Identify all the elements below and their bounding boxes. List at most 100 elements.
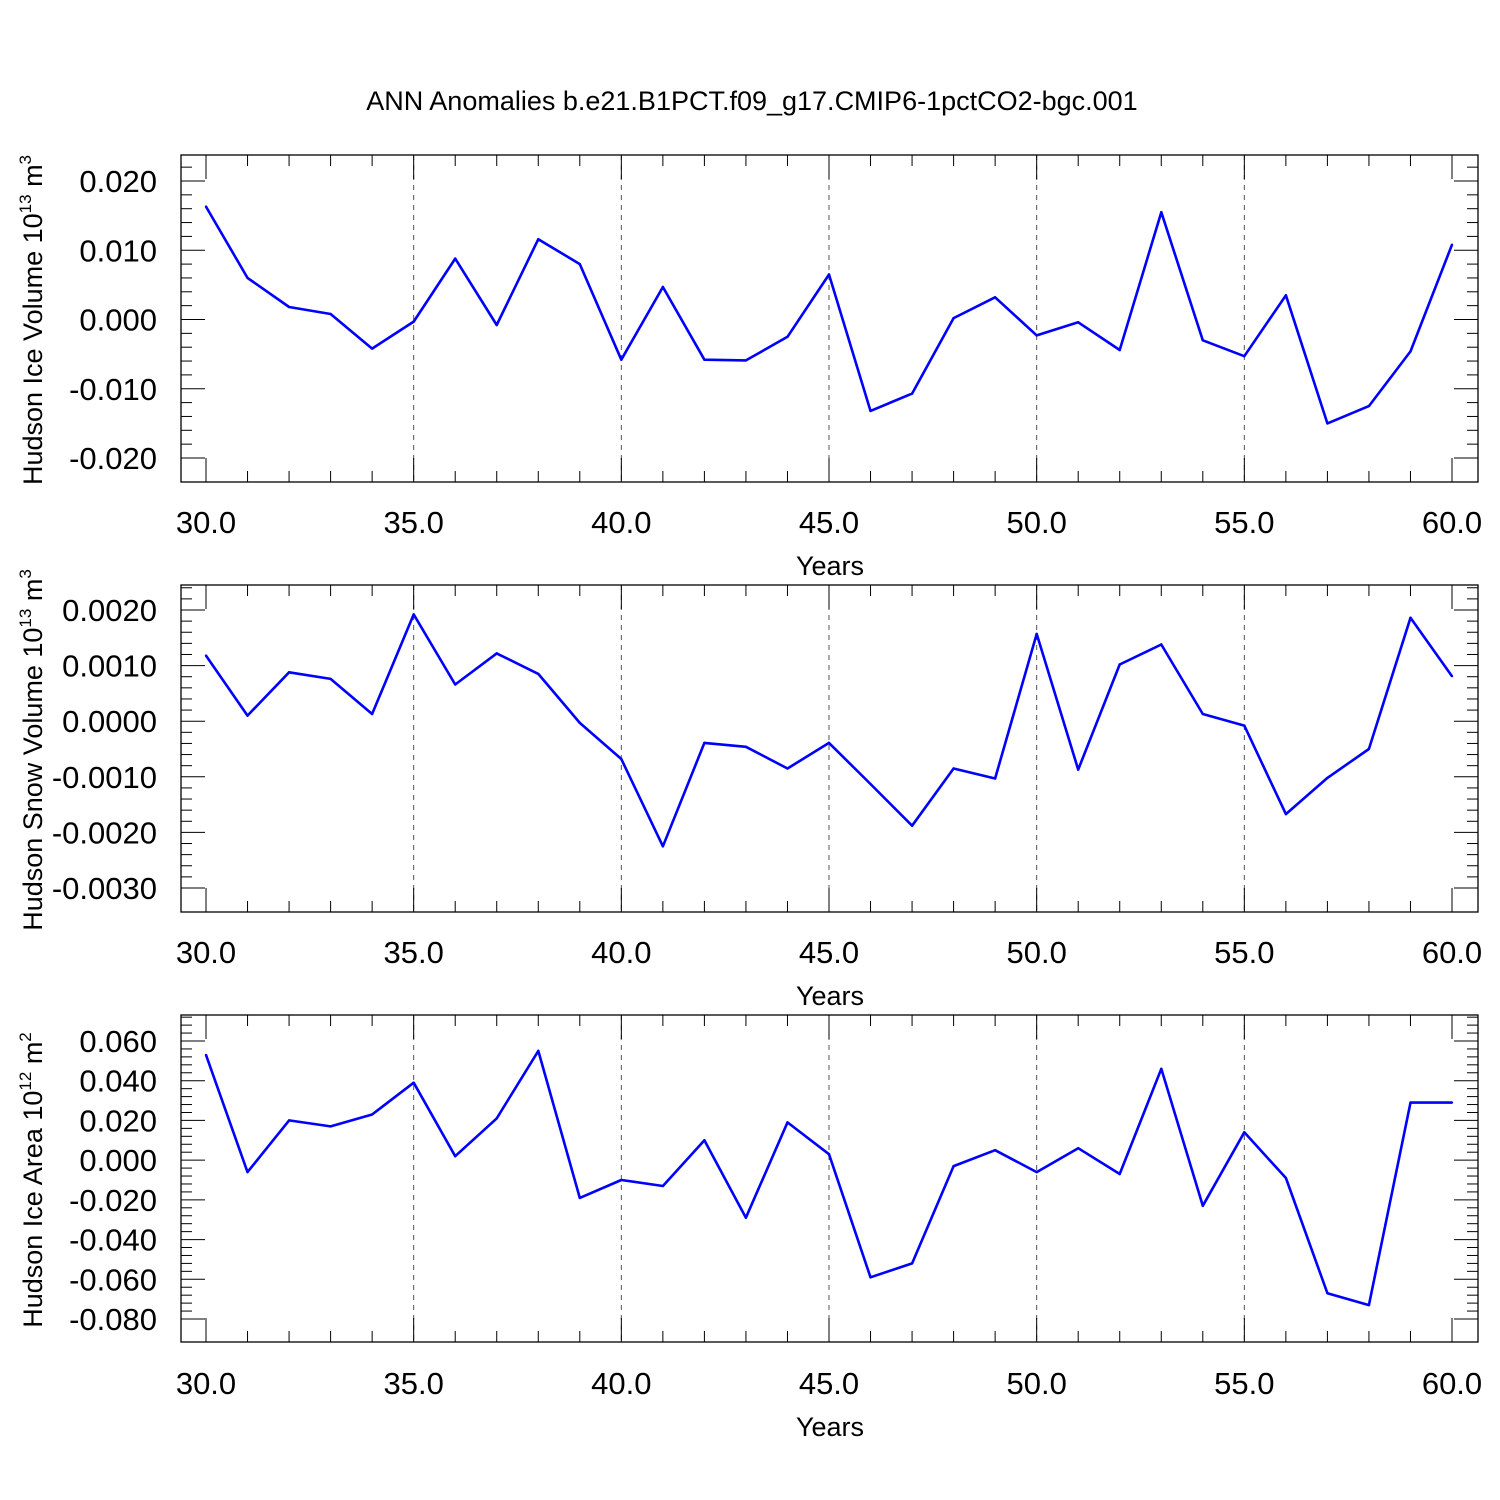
data-point <box>537 672 540 676</box>
data-point <box>1160 1067 1163 1071</box>
data-point <box>412 1081 415 1084</box>
y-tick-label: 0.0010 <box>62 649 157 684</box>
y-tick-label: 0.0020 <box>62 593 157 628</box>
y-axis-title: Hudson Ice Volume 1013 m3 <box>16 155 48 485</box>
data-point <box>744 745 748 748</box>
data-point <box>246 1170 249 1174</box>
y-tick-label: -0.0010 <box>52 760 157 795</box>
x-tick-label: 60.0 <box>1422 1366 1482 1401</box>
x-tick-label: 60.0 <box>1422 505 1482 540</box>
data-point <box>370 347 374 350</box>
data-point <box>1367 1303 1371 1307</box>
data-point <box>952 767 955 770</box>
ice-area-panel: 0.060 0.040 0.020 0.000 -0.020 -0.040 -0.060 -0… <box>16 1014 1482 1442</box>
y-tick-label: 0.060 <box>79 1024 157 1059</box>
data-point <box>1035 1170 1038 1174</box>
data-point <box>412 320 415 323</box>
data-point <box>661 1184 665 1188</box>
data-point <box>495 652 498 655</box>
data-point <box>827 273 831 276</box>
data-point <box>620 1178 623 1182</box>
data-point <box>620 358 623 361</box>
data-point <box>1409 350 1412 353</box>
data-point <box>1243 1131 1246 1134</box>
y-tick-label: -0.0020 <box>52 815 157 850</box>
x-tick-label: 35.0 <box>383 505 443 540</box>
data-point <box>287 671 291 674</box>
data-point <box>246 714 249 717</box>
data-point <box>495 323 498 327</box>
data-point <box>744 1216 748 1219</box>
data-point <box>786 1121 789 1124</box>
x-tick-label: 55.0 <box>1214 1366 1274 1401</box>
data-point <box>952 1164 955 1168</box>
data-point <box>537 1049 540 1053</box>
data-point <box>1409 1101 1412 1104</box>
x-axis-title: Years <box>796 551 864 581</box>
data-point <box>329 677 332 681</box>
y-axis-title-exponent: 13 <box>16 194 35 213</box>
x-tick-label: 35.0 <box>383 1366 443 1401</box>
data-point <box>952 316 955 320</box>
y-axis-title-text: Hudson Ice Area 10 <box>18 1091 48 1328</box>
data-point <box>204 205 208 208</box>
y-tick-label: -0.060 <box>69 1262 157 1297</box>
y-tick-label: 0.040 <box>79 1064 157 1099</box>
x-tick-label: 40.0 <box>591 505 651 540</box>
data-point <box>827 741 831 745</box>
figure-title: ANN Anomalies b.e21.B1PCT.f09_g17.CMIP6-… <box>366 86 1137 116</box>
y-tick-label: 0.010 <box>79 233 157 268</box>
data-point <box>578 262 581 266</box>
data-point <box>1409 616 1412 619</box>
data-point <box>910 824 914 827</box>
x-axis-title: Years <box>796 981 864 1011</box>
data-point <box>661 285 665 289</box>
data-point <box>1450 674 1454 678</box>
data-point <box>993 296 997 299</box>
data-point <box>329 312 332 316</box>
y-axis-title-unit-exponent: 3 <box>16 569 35 578</box>
y-axis-title-unit-exponent: 2 <box>16 1032 35 1041</box>
data-point <box>1077 768 1080 771</box>
data-point <box>412 613 415 616</box>
y-axis-title-unit-exponent: 3 <box>16 155 35 164</box>
x-tick-label: 30.0 <box>176 935 236 970</box>
y-tick-label: -0.0030 <box>52 871 157 906</box>
snow-volume-panel: 0.0020 0.0010 0.0000 -0.0010 -0.0020 -0.0030 3… <box>16 569 1482 1011</box>
y-axis-title: Hudson Ice Area 1012 m2 <box>16 1032 48 1328</box>
data-point <box>1201 1204 1205 1208</box>
data-point <box>1077 321 1080 324</box>
data-point <box>537 237 540 241</box>
data-point <box>454 683 457 686</box>
y-axis-title-unit: m <box>18 164 48 194</box>
data-point <box>869 1276 872 1279</box>
x-tick-label: 45.0 <box>799 505 859 540</box>
data-point <box>910 1262 914 1265</box>
data-point <box>1077 1147 1080 1150</box>
x-tick-label: 35.0 <box>383 935 443 970</box>
data-point <box>495 1117 498 1120</box>
data-point <box>1243 724 1246 727</box>
y-axis-title-unit: m <box>18 1042 48 1072</box>
y-axis-title-exponent: 13 <box>16 609 35 628</box>
data-point <box>1160 643 1163 646</box>
y-tick-label: 0.0000 <box>62 704 157 739</box>
data-point <box>1160 210 1163 214</box>
data-point <box>1326 422 1329 425</box>
data-point <box>993 777 997 780</box>
data-point <box>703 741 706 745</box>
x-tick-label: 50.0 <box>1006 1366 1066 1401</box>
data-point <box>578 721 581 725</box>
y-tick-label: 0.000 <box>79 1143 157 1178</box>
data-point <box>204 654 208 657</box>
y-tick-label: 0.000 <box>79 303 157 338</box>
data-point <box>620 757 623 761</box>
data-point <box>827 1152 831 1156</box>
data-point <box>1284 294 1288 297</box>
y-axis-title-unit: m <box>18 579 48 609</box>
data-point <box>1035 632 1038 636</box>
data-point <box>1326 776 1329 780</box>
data-point <box>1118 1172 1121 1176</box>
data-point <box>1326 1291 1329 1295</box>
